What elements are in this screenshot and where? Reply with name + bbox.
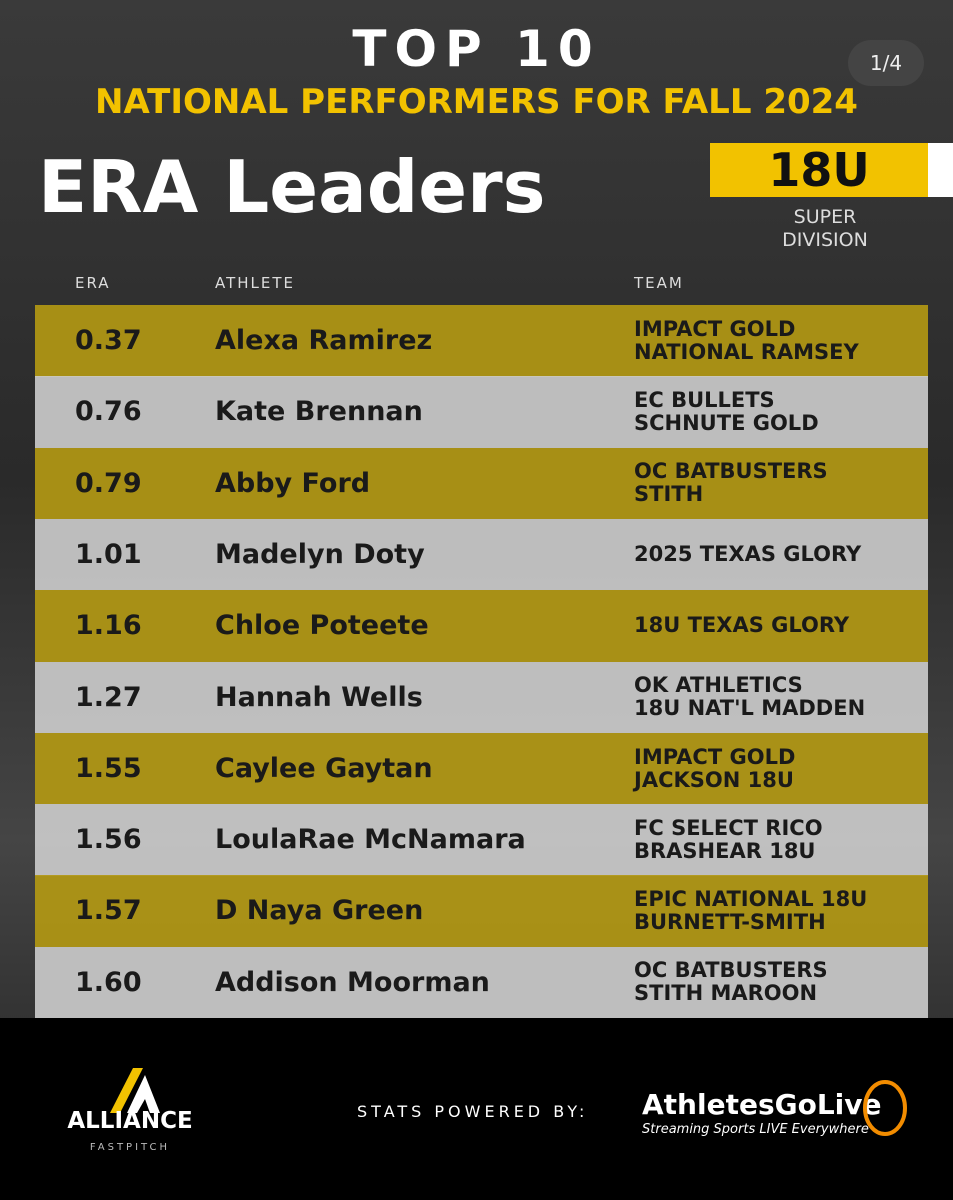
team-line: BURNETT-SMITH	[634, 910, 826, 935]
era: 1.55	[75, 752, 142, 784]
team-line: STITH MAROON	[634, 981, 818, 1006]
team: OC BATBUSTERS STITH	[634, 448, 828, 520]
team-line: IMPACT GOLD	[634, 316, 796, 341]
athlete: Hannah Wells	[215, 681, 423, 713]
table-row: 1.55 Caylee Gaytan IMPACT GOLD JACKSON 18U	[35, 732, 928, 805]
sponsor-tagline: Streaming Sports LIVE Everywhere	[642, 1122, 869, 1137]
division: SUPER DIVISION	[745, 206, 905, 252]
brand-logo	[110, 1068, 160, 1113]
era: 1.57	[75, 895, 142, 927]
team-line: 18U TEXAS GLORY	[634, 613, 850, 638]
team-line: 2025 TEXAS GLORY	[634, 542, 862, 567]
powered-by: STATS POWERED BY:	[357, 1102, 589, 1121]
team: EPIC NATIONAL 18U BURNETT-SMITH	[634, 875, 867, 947]
team: OC BATBUSTERS STITH MAROON	[634, 947, 828, 1019]
team: FC SELECT RICO BRASHEAR 18U	[634, 804, 823, 876]
team: IMPACT GOLD NATIONAL RAMSEY	[634, 305, 859, 377]
team-line: NATIONAL RAMSEY	[634, 339, 859, 364]
subtitle: NATIONAL PERFORMERS FOR FALL 2024	[95, 82, 858, 122]
table-row: 0.79 Abby Ford OC BATBUSTERS STITH	[35, 447, 928, 520]
brand: ALLIANCE	[67, 1108, 193, 1134]
table-row: 1.56 LoulaRae McNamara FC SELECT RICO BRASH…	[35, 804, 928, 876]
team-line: SCHNUTE GOLD	[634, 411, 819, 436]
team-line: OC BATBUSTERS	[634, 459, 828, 484]
era: 0.37	[75, 325, 142, 356]
division-line: SUPER	[793, 206, 857, 228]
team-line: EC BULLETS	[634, 388, 775, 413]
team-line: STITH	[634, 482, 704, 507]
athlete: Abby Ford	[215, 467, 371, 499]
table-row: 1.57 D Naya Green EPIC NATIONAL 18U BURNETT…	[35, 875, 928, 947]
division-line: DIVISION	[782, 229, 868, 251]
sponsor-logo	[863, 1080, 907, 1136]
athlete: Kate Brennan	[215, 396, 423, 428]
athlete: Madelyn Doty	[215, 538, 425, 570]
team-line: IMPACT GOLD	[634, 744, 796, 769]
team: EC BULLETS SCHNUTE GOLD	[634, 376, 819, 448]
team-line: JACKSON 18U	[634, 767, 794, 792]
athlete: LoulaRae McNamara	[215, 824, 526, 856]
column-header: TEAM	[634, 274, 684, 292]
page-indicator[interactable]: 1/4	[848, 40, 924, 86]
era: 1.01	[75, 538, 142, 570]
team-line: FC SELECT RICO	[634, 815, 823, 840]
team-line: EPIC NATIONAL 18U	[634, 887, 868, 912]
team: 18U TEXAS GLORY	[634, 590, 849, 662]
footer: ALLIANCE FASTPITCH STATS POWERED BY: Ath…	[0, 1018, 953, 1200]
top-heading: TOP 10	[352, 20, 601, 78]
team-line: OC BATBUSTERS	[634, 958, 828, 983]
era: 1.60	[75, 966, 142, 998]
athlete: Chloe Poteete	[215, 610, 429, 642]
table-row: 0.76 Kate Brennan EC BULLETS SCHNUTE GOLD	[35, 376, 928, 448]
sponsor: AthletesGoLive	[642, 1088, 882, 1121]
table-row: 1.16 Chloe Poteete 18U TEXAS GLORY	[35, 590, 928, 662]
athlete: Alexa Ramirez	[215, 325, 433, 356]
table-row: 1.27 Hannah Wells OK ATHLETICS 18U NAT'L MA…	[35, 661, 928, 734]
team: OK ATHLETICS 18U NAT'L MADDEN	[634, 662, 865, 734]
team: 2025 TEXAS GLORY	[634, 519, 861, 591]
badge-bg	[710, 143, 928, 197]
team: IMPACT GOLD JACKSON 18U	[634, 733, 795, 805]
column-header: ERA	[75, 274, 111, 292]
team-line: BRASHEAR 18U	[634, 838, 816, 863]
badge: 18U	[768, 143, 870, 197]
badge-accent	[928, 143, 953, 197]
brand-sub: FASTPITCH	[89, 1142, 171, 1153]
athlete: Caylee Gaytan	[215, 752, 433, 784]
era: 1.56	[75, 824, 142, 856]
team-line: 18U NAT'L MADDEN	[634, 696, 866, 721]
table-row: 1.01 Madelyn Doty 2025 TEXAS GLORY	[35, 518, 928, 591]
athlete: Addison Moorman	[215, 966, 490, 998]
table-row: 0.37 Alexa Ramirez IMPACT GOLD NATIONAL RAM…	[35, 305, 928, 377]
table-row: 1.60 Addison Moorman OC BATBUSTERS STITH MA…	[35, 946, 928, 1019]
era: 1.27	[75, 681, 142, 713]
title: ERA Leaders	[38, 145, 546, 229]
era: 1.16	[75, 610, 142, 642]
team-line: OK ATHLETICS	[634, 673, 803, 698]
column-header: ATHLETE	[215, 274, 296, 292]
era: 0.76	[75, 396, 142, 428]
era: 0.79	[75, 467, 142, 499]
athlete: D Naya Green	[215, 895, 424, 927]
